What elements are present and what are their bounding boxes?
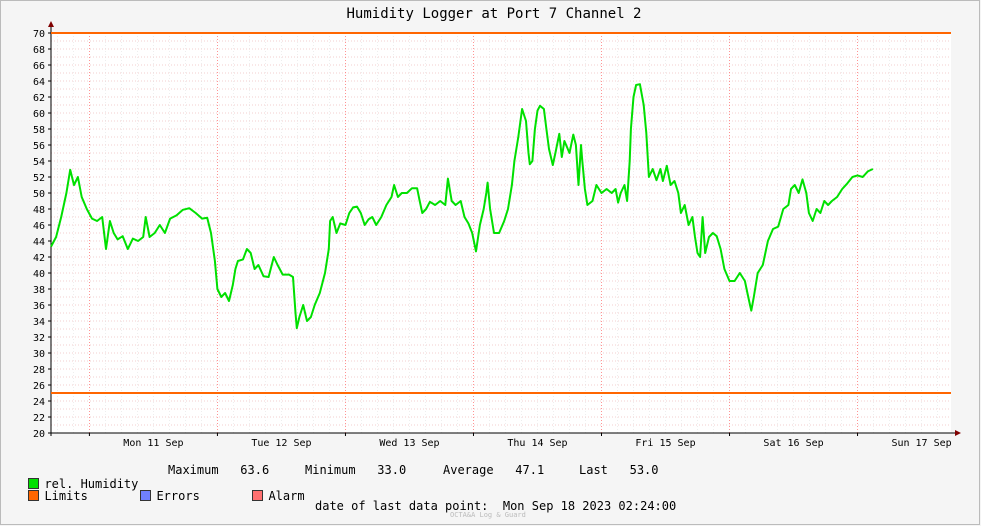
stat-last-value: 53.0 bbox=[629, 463, 659, 477]
y-tick-label: 64 bbox=[33, 77, 45, 88]
legend-limits: Limits bbox=[14, 475, 88, 503]
y-tick-label: 66 bbox=[33, 61, 45, 72]
y-tick-label: 34 bbox=[33, 317, 45, 328]
stat-min: Minimum 33.0 bbox=[305, 463, 406, 477]
y-tick-label: 22 bbox=[33, 413, 45, 424]
x-tick-label: Tue 12 Sep bbox=[251, 438, 311, 449]
y-tick-label: 48 bbox=[33, 205, 45, 216]
y-tick-label: 68 bbox=[33, 45, 45, 56]
legend-alarm-label: Alarm bbox=[268, 489, 305, 503]
y-tick-label: 70 bbox=[33, 29, 45, 40]
stat-max-label: Maximum bbox=[168, 463, 219, 477]
y-tick-label: 24 bbox=[33, 397, 45, 408]
legend-swatch-alarm bbox=[252, 490, 264, 501]
x-axis-arrow bbox=[955, 430, 961, 436]
y-tick-label: 58 bbox=[33, 125, 45, 136]
legend-limits-label: Limits bbox=[44, 489, 88, 503]
x-tick-label: Wed 13 Sep bbox=[379, 438, 439, 449]
chart-title: Humidity Logger at Port 7 Channel 2 bbox=[346, 6, 641, 22]
legend-swatch-limits bbox=[28, 490, 40, 501]
legend-errors: Errors bbox=[126, 475, 200, 503]
y-tick-label: 54 bbox=[33, 157, 45, 168]
y-tick-label: 50 bbox=[33, 189, 45, 200]
legend-errors-label: Errors bbox=[156, 489, 200, 503]
y-tick-label: 42 bbox=[33, 253, 45, 264]
stat-avg-value: 47.1 bbox=[515, 463, 545, 477]
last-data-point: date of last data point: Mon Sep 18 2023… bbox=[315, 499, 677, 513]
y-tick-label: 52 bbox=[33, 173, 45, 184]
legend-alarm: Alarm bbox=[238, 475, 305, 503]
series-layer bbox=[50, 83, 874, 330]
y-tick-label: 20 bbox=[33, 429, 45, 440]
stat-min-label: Minimum bbox=[305, 463, 356, 477]
watermark: OCTA&A Log & Guard bbox=[450, 511, 526, 519]
y-axis-arrow bbox=[48, 21, 54, 27]
x-tick-label: Thu 14 Sep bbox=[507, 438, 567, 449]
y-tick-label: 28 bbox=[33, 365, 45, 376]
y-tick-label: 30 bbox=[33, 349, 45, 360]
x-tick-label: Mon 11 Sep bbox=[123, 438, 183, 449]
x-axis: Mon 11 Sep Tue 12 Sep Wed 13 Sep Thu 14 Sep… bbox=[48, 430, 961, 449]
stat-avg-label: Average bbox=[443, 463, 494, 477]
y-tick-label: 32 bbox=[33, 333, 45, 344]
limit-lines bbox=[51, 32, 951, 394]
stat-max: Maximum 63.6 bbox=[168, 463, 269, 477]
y-tick-label: 46 bbox=[33, 221, 45, 232]
stat-last: Last 53.0 bbox=[579, 463, 659, 477]
y-tick-label: 38 bbox=[33, 285, 45, 296]
y-tick-label: 62 bbox=[33, 93, 45, 104]
y-tick-label: 56 bbox=[33, 141, 45, 152]
stat-last-label: Last bbox=[579, 463, 608, 477]
x-tick-label: Fri 15 Sep bbox=[635, 438, 695, 449]
y-tick-label: 44 bbox=[33, 237, 45, 248]
series-line-humidity bbox=[50, 83, 874, 330]
x-tick-label: Sun 17 Sep bbox=[891, 438, 951, 449]
y-tick-label: 40 bbox=[33, 269, 45, 280]
stat-avg: Average 47.1 bbox=[443, 463, 544, 477]
stat-min-value: 33.0 bbox=[377, 463, 407, 477]
y-axis: 20 22 24 26 28 30 32 34 36 38 40 42 44 46 48 50 52 54 56 58… bbox=[33, 21, 54, 440]
stat-max-value: 63.6 bbox=[240, 463, 270, 477]
legend-series: rel. Humidity bbox=[14, 463, 138, 491]
x-tick-label: Sat 16 Sep bbox=[763, 438, 823, 449]
y-tick-label: 36 bbox=[33, 301, 45, 312]
legend-swatch-errors bbox=[140, 490, 152, 501]
legend-series-label: rel. Humidity bbox=[44, 477, 139, 491]
legend-swatch-humidity bbox=[28, 478, 40, 489]
y-tick-label: 60 bbox=[33, 109, 45, 120]
y-tick-label: 26 bbox=[33, 381, 45, 392]
